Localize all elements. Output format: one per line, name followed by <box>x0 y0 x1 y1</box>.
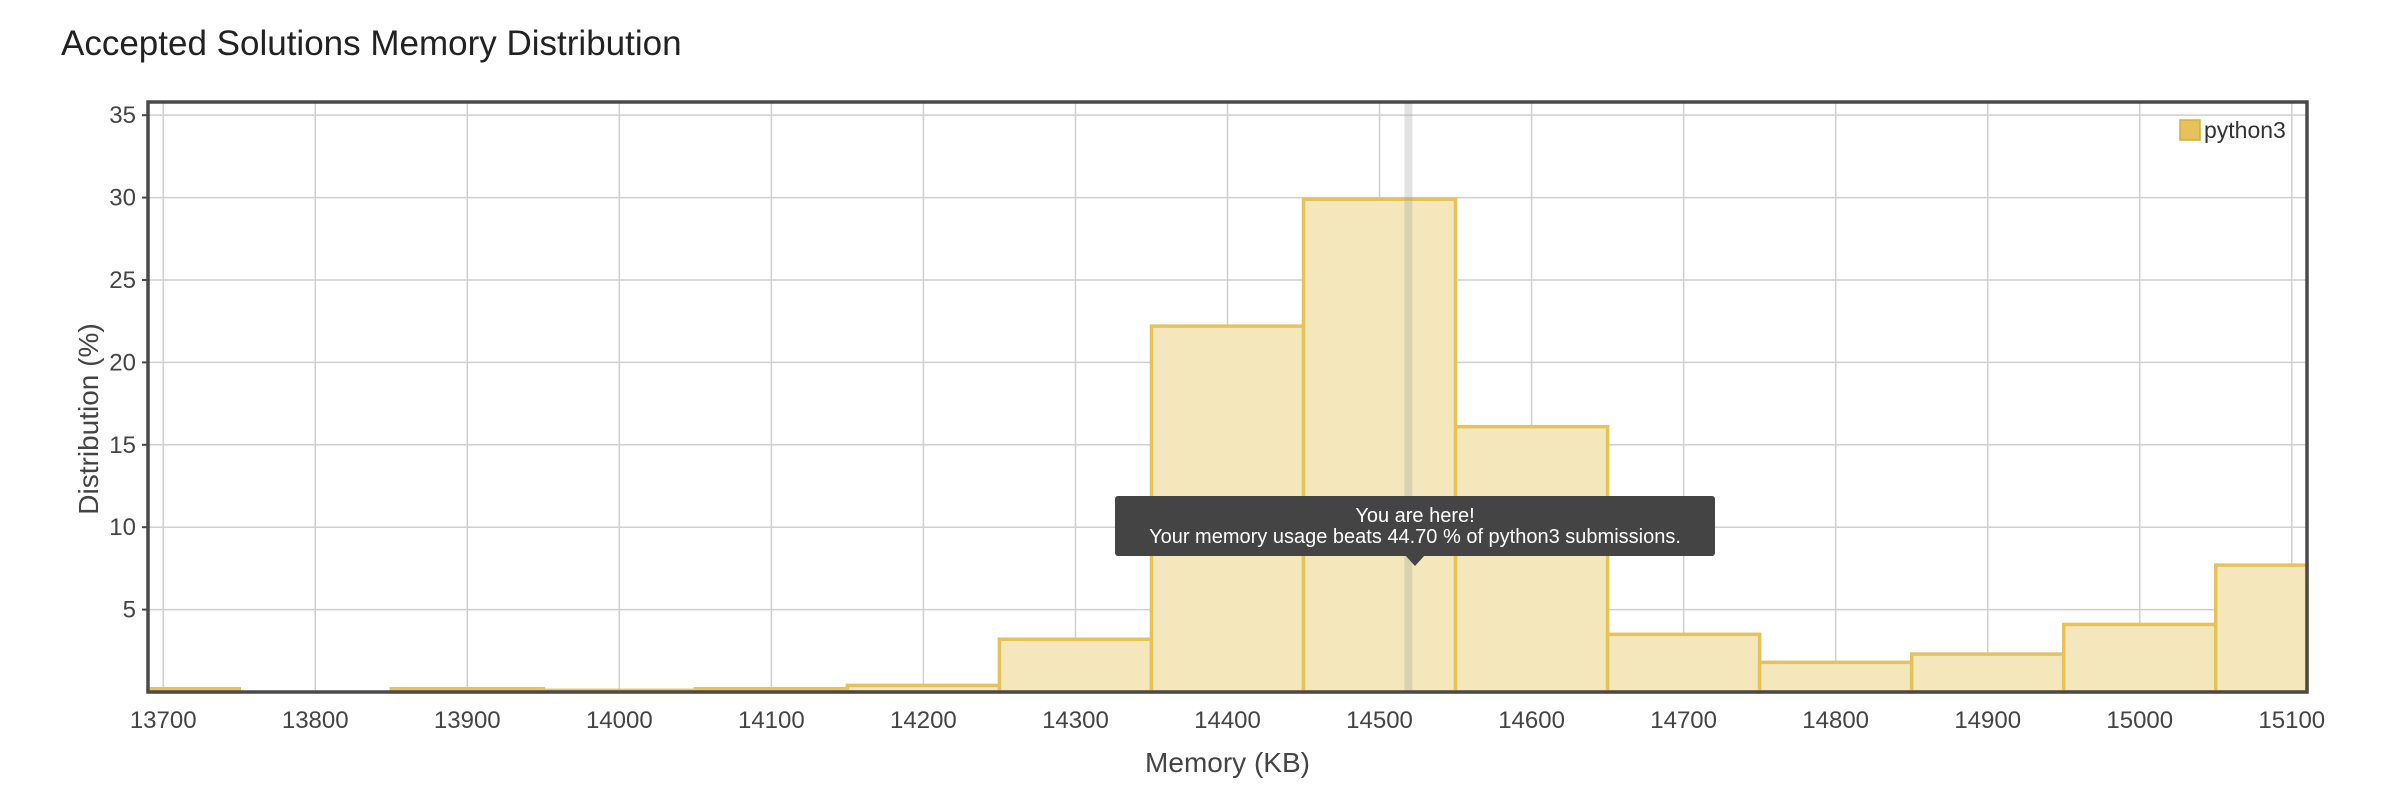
tooltip-arrow <box>1405 555 1425 566</box>
x-tick-label: 14000 <box>586 707 653 734</box>
histogram-bar[interactable] <box>1909 652 2066 694</box>
marker-line <box>1404 102 1413 692</box>
legend-swatch-python3[interactable] <box>2179 119 2201 141</box>
y-tick-label: 15 <box>109 432 136 459</box>
tooltip-box <box>1115 496 1715 556</box>
tooltip-line-1: You are here! <box>1355 505 1474 527</box>
y-tick-label: 35 <box>109 102 136 129</box>
y-axis-ticks: 5 10 15 20 25 30 35 <box>109 102 148 624</box>
y-tick-label: 25 <box>109 267 136 294</box>
page-title: Accepted Solutions Memory Distribution <box>61 24 682 63</box>
current-position-marker <box>1404 102 1413 692</box>
y-axis-title: Distribution (%) <box>73 323 104 514</box>
x-tick-label: 14100 <box>738 707 805 734</box>
histogram-bar[interactable] <box>1757 660 1914 694</box>
x-tick-label: 15100 <box>2258 707 2325 734</box>
histogram-bar[interactable] <box>2061 622 2218 694</box>
y-tick-label: 10 <box>109 514 136 541</box>
x-tick-label: 14200 <box>890 707 957 734</box>
x-tick-label: 13900 <box>434 707 501 734</box>
x-tick-label: 14700 <box>1650 707 1717 734</box>
histogram-bar[interactable] <box>1301 197 1458 694</box>
x-tick-label: 13700 <box>130 707 197 734</box>
legend[interactable]: python3 <box>2179 117 2286 143</box>
x-tick-label: 15000 <box>2106 707 2173 734</box>
x-axis-title: Memory (KB) <box>1145 747 1310 778</box>
histogram-bar[interactable] <box>997 637 1154 694</box>
histogram-bar[interactable] <box>1605 632 1762 694</box>
x-tick-label: 14400 <box>1194 707 1261 734</box>
x-tick-label: 14800 <box>1802 707 1869 734</box>
x-tick-label: 14900 <box>1954 707 2021 734</box>
y-tick-label: 20 <box>109 349 136 376</box>
x-tick-label: 13800 <box>282 707 349 734</box>
x-tick-label: 14500 <box>1346 707 1413 734</box>
legend-label-python3[interactable]: python3 <box>2204 117 2286 143</box>
x-tick-label: 14300 <box>1042 707 1109 734</box>
y-tick-label: 5 <box>123 597 136 624</box>
tooltip: You are here! Your memory usage beats 44… <box>1115 496 1715 566</box>
histogram-bar[interactable] <box>2214 563 2309 694</box>
plot-border <box>146 100 2309 694</box>
histogram-bar[interactable] <box>1453 424 1610 694</box>
tooltip-line-2: Your memory usage beats 44.70 % of pytho… <box>1149 526 1681 548</box>
x-tick-label: 14600 <box>1498 707 1565 734</box>
y-tick-label: 30 <box>109 185 136 212</box>
x-axis-ticks: 13700 13800 13900 14000 14100 14200 14300 14400… <box>130 707 2325 734</box>
